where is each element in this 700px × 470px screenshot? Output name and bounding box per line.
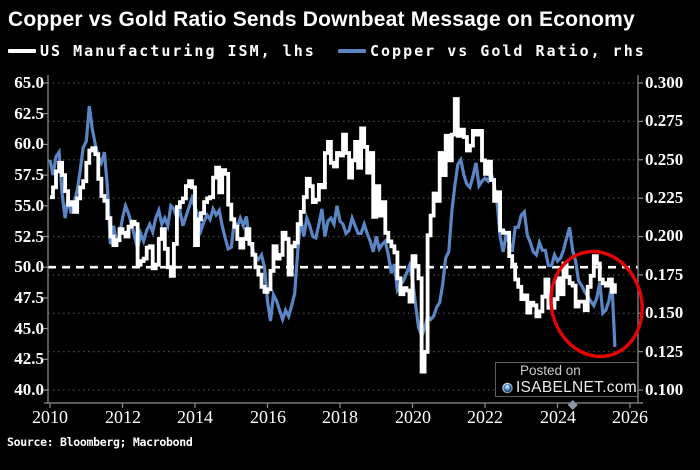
ytick-right-label: 0.175: [645, 265, 684, 284]
xtick-label: 2024: [540, 407, 576, 427]
ytick-right-label: 0.250: [645, 150, 684, 169]
ytick-left-label: 60.0: [14, 134, 44, 153]
legend-item-copper-gold: Copper vs Gold Ratio, rhs: [338, 42, 646, 60]
isabelnet-logo-icon: [502, 382, 513, 393]
xtick-label: 2016: [250, 407, 286, 427]
legend-label-copper-gold: Copper vs Gold Ratio, rhs: [370, 42, 646, 60]
xtick-label: 2014: [177, 407, 213, 427]
ytick-left-label: 62.5: [14, 104, 44, 123]
ytick-right-label: 0.300: [645, 73, 684, 92]
legend-item-ism: US Manufacturing ISM, lhs: [8, 42, 316, 60]
xtick-label: 2022: [467, 407, 503, 427]
ytick-left-label: 65.0: [14, 73, 44, 92]
watermark-row: ISABELNET.com: [502, 378, 637, 397]
ytick-right-label: 0.275: [645, 111, 684, 130]
legend: US Manufacturing ISM, lhs Copper vs Gold…: [0, 42, 700, 60]
ytick-right-label: 0.100: [645, 380, 684, 399]
ytick-right-label: 0.125: [645, 342, 684, 361]
white-line-swatch-icon: [8, 49, 36, 53]
ytick-right-label: 0.200: [645, 226, 684, 245]
xtick-label: 2020: [395, 407, 431, 427]
xtick-label: 2026: [612, 407, 648, 427]
xtick-label: 2018: [322, 407, 358, 427]
legend-label-ism: US Manufacturing ISM, lhs: [40, 42, 316, 60]
ytick-right-label: 0.225: [645, 188, 684, 207]
ytick-left-label: 57.5: [14, 165, 44, 184]
ytick-left-label: 55.0: [14, 196, 44, 215]
blue-line-swatch-icon: [338, 49, 366, 53]
watermark-box: Posted on: [495, 362, 638, 397]
ytick-right-label: 0.150: [645, 303, 684, 322]
ism-step-line: [50, 97, 617, 374]
ytick-left-label: 40.0: [14, 380, 44, 399]
ytick-left-label: 45.0: [14, 319, 44, 338]
ytick-left-label: 47.5: [14, 288, 44, 307]
ytick-left-label: 50.0: [14, 257, 44, 276]
copper-gold-ratio-line: [48, 105, 617, 348]
xtick-label: 2010: [32, 407, 68, 427]
chart-title: Copper vs Gold Ratio Sends Downbeat Mess…: [8, 8, 635, 31]
watermark-site-name: ISABELNET.com: [515, 378, 637, 396]
watermark-posted-on: Posted on: [520, 363, 581, 378]
source-caption: Source: Bloomberg; Macrobond: [7, 435, 193, 449]
ytick-left-label: 42.5: [14, 349, 44, 368]
ytick-left-label: 52.5: [14, 227, 44, 246]
xtick-label: 2012: [105, 407, 141, 427]
